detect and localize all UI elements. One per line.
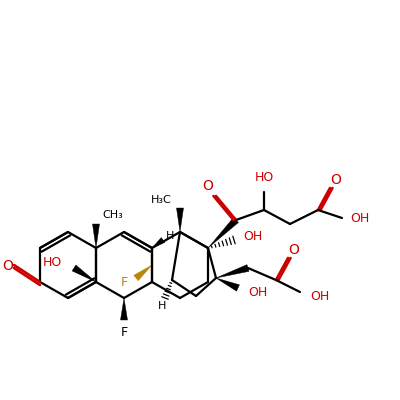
Text: O: O <box>2 259 14 273</box>
Polygon shape <box>152 238 165 248</box>
Text: O: O <box>330 173 342 187</box>
Text: OH: OH <box>248 286 267 300</box>
Text: O: O <box>288 243 300 257</box>
Polygon shape <box>216 265 249 278</box>
Text: O: O <box>202 179 214 193</box>
Text: F: F <box>120 326 128 338</box>
Polygon shape <box>176 208 184 232</box>
Polygon shape <box>92 224 100 248</box>
Text: OH: OH <box>243 230 262 244</box>
Polygon shape <box>72 265 96 282</box>
Text: HO: HO <box>43 256 62 268</box>
Polygon shape <box>216 278 240 291</box>
Text: H₃C: H₃C <box>151 195 172 205</box>
Polygon shape <box>134 265 152 281</box>
Text: CH₃: CH₃ <box>102 210 123 220</box>
Polygon shape <box>208 218 238 248</box>
Polygon shape <box>120 298 128 320</box>
Text: OH: OH <box>310 290 329 302</box>
Text: F: F <box>120 276 128 290</box>
Text: HO: HO <box>254 171 274 184</box>
Text: OH: OH <box>350 212 369 224</box>
Text: H: H <box>158 301 166 311</box>
Text: H: H <box>166 231 174 241</box>
